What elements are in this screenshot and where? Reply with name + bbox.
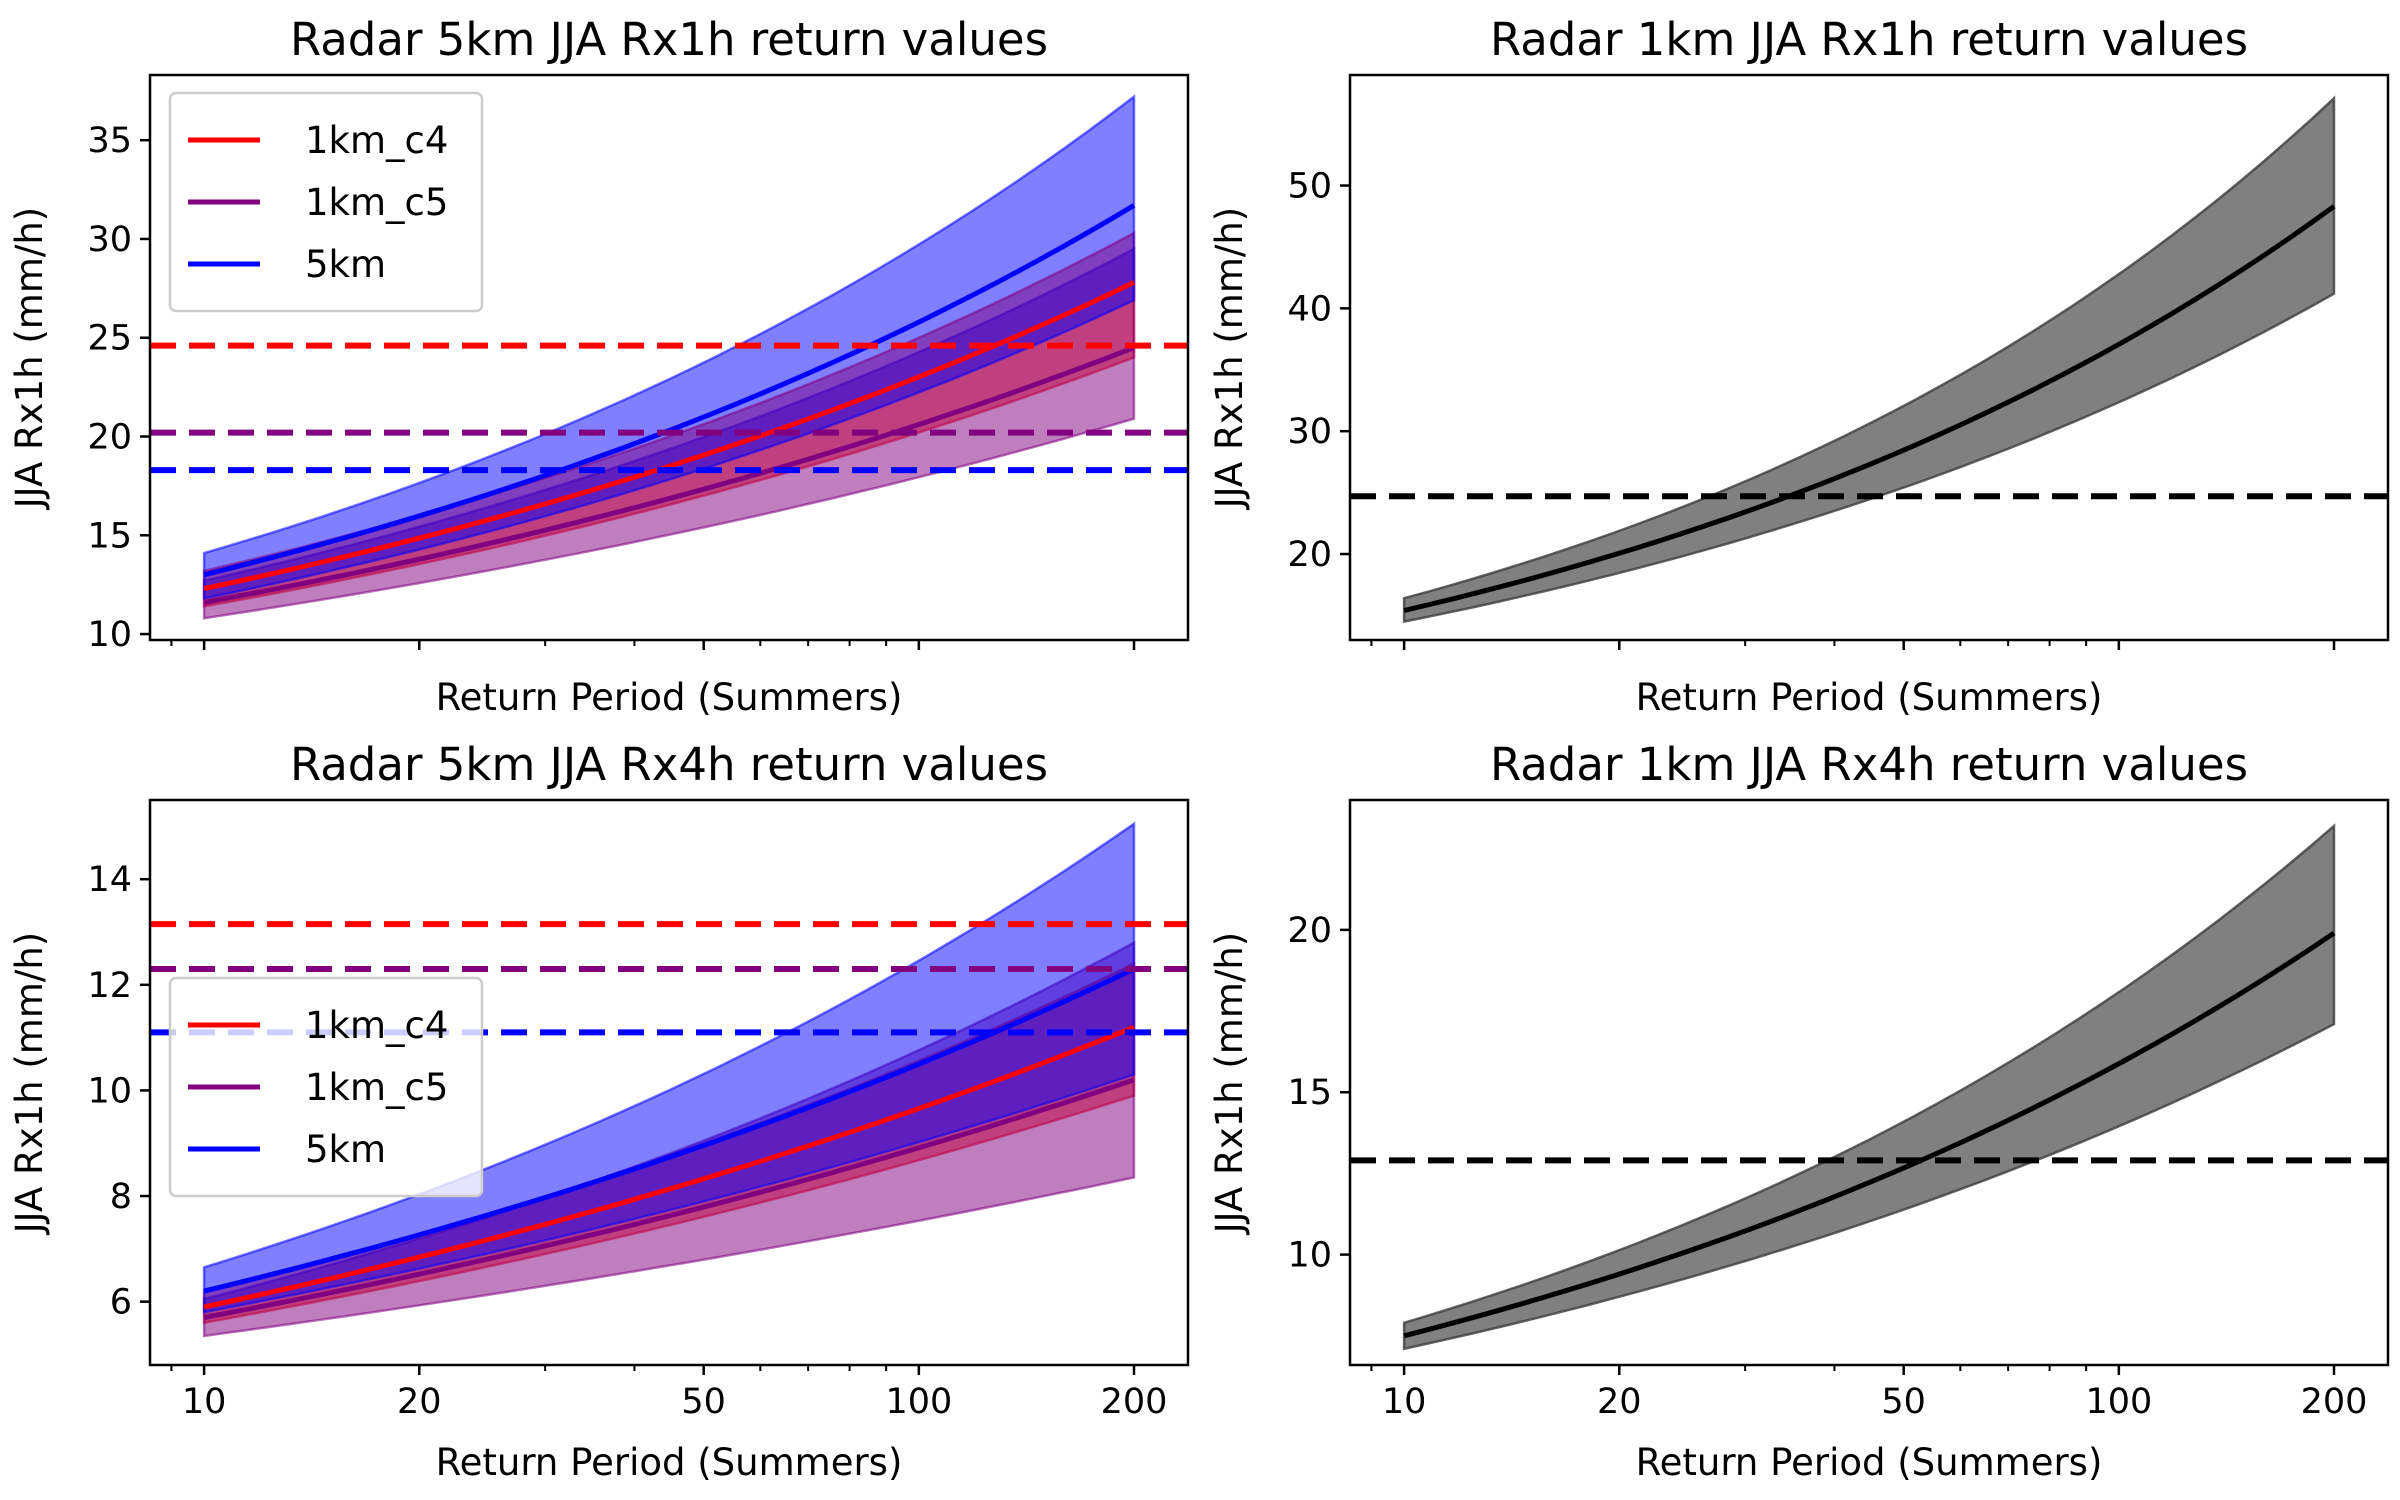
return-value-line-1km-c4 (203, 280, 1136, 592)
y-tick-label: 30 (87, 220, 132, 260)
y-tick-label: 8 (110, 1177, 132, 1217)
legend-label: 1km_c5 (305, 1066, 448, 1109)
y-axis-label: JJA Rx1h (mm/h) (8, 207, 51, 510)
chart-title: Radar 5km JJA Rx1h return values (290, 13, 1048, 66)
legend-label: 1km_c4 (305, 1004, 448, 1047)
x-tick-label: 20 (397, 1382, 442, 1422)
chart-title: Radar 1km JJA Rx1h return values (1490, 13, 2248, 66)
y-tick-label: 10 (87, 615, 132, 655)
confidence-band-series (1402, 823, 2336, 1351)
return-value-line-5km (203, 966, 1136, 1294)
y-tick-label: 30 (1287, 412, 1332, 452)
legend: 1km_c4 1km_c5 5km (168, 976, 484, 1198)
plot-area (150, 94, 1188, 620)
legend-box (168, 91, 484, 313)
x-axis-label: Return Period (Summers) (1636, 676, 2103, 719)
axes-frame (148, 798, 1190, 1367)
y-tick-label: 10 (1287, 1236, 1332, 1276)
chart-title: Radar 5km JJA Rx4h return values (290, 738, 1048, 791)
x-tick-label: 100 (885, 1382, 952, 1422)
y-tick-label: 20 (1287, 535, 1332, 575)
legend-label: 1km_c4 (305, 119, 448, 162)
return-value-line-series (1403, 204, 2336, 613)
legend-label: 5km (305, 243, 386, 286)
x-tick-label: 200 (2301, 1382, 2368, 1422)
x-tick-label: 50 (1881, 1382, 1926, 1422)
axes-frame (1348, 798, 2390, 1367)
x-axis-label: Return Period (Summers) (436, 676, 903, 719)
y-tick-label: 20 (87, 418, 132, 458)
x-tick-label: 50 (681, 1382, 726, 1422)
return-value-line-series (1403, 931, 2336, 1339)
y-tick-label: 25 (87, 319, 132, 359)
return-value-line-1km-c5 (203, 1077, 1135, 1320)
legend-label: 5km (305, 1128, 386, 1171)
plot-area (1350, 823, 2388, 1351)
y-tick-label: 10 (87, 1071, 132, 1111)
y-tick-label: 40 (1287, 289, 1332, 329)
x-tick-label: 10 (182, 1382, 227, 1422)
axes-frame (1348, 73, 2390, 642)
legend-label: 1km_c5 (305, 181, 448, 224)
axes-frame (148, 73, 1190, 642)
confidence-band-series (1402, 95, 2336, 624)
y-tick-label: 14 (87, 860, 132, 900)
panel-4: 10 15 20 10 20 50 100 200 Radar 1km JJA Rx4h ret… (1208, 738, 2390, 1484)
panel-1: 10 15 20 25 30 35 Radar 5km JJA Rx1h return va… (8, 13, 1190, 719)
chart-title: Radar 1km JJA Rx4h return values (1490, 738, 2248, 791)
y-tick-label: 20 (1287, 911, 1332, 951)
x-axis-label: Return Period (Summers) (1636, 1441, 2103, 1484)
y-tick-label: 15 (1287, 1073, 1332, 1113)
legend-box (168, 976, 484, 1198)
return-value-line-1km-c4 (203, 1024, 1135, 1310)
panel-2: 20 30 40 50 Radar 1km JJA Rx1h return values… (1208, 13, 2390, 719)
x-tick-label: 100 (2085, 1382, 2152, 1422)
y-tick-label: 12 (87, 966, 132, 1006)
y-tick-label: 15 (87, 516, 132, 556)
return-value-line-1km-c5 (203, 345, 1135, 605)
y-axis-label: JJA Rx1h (mm/h) (1208, 207, 1251, 510)
y-tick-label: 6 (110, 1283, 132, 1323)
y-tick-label: 35 (87, 121, 132, 161)
x-axis-label: Return Period (Summers) (436, 1441, 903, 1484)
y-tick-label: 50 (1287, 167, 1332, 207)
legend: 1km_c4 1km_c5 5km (168, 91, 484, 313)
plot-area (1350, 95, 2388, 624)
y-axis-label: JJA Rx1h (mm/h) (8, 932, 51, 1235)
panel-3: 6 8 10 12 14 10 20 50 100 200 Radar 5km JJA Rx4h r… (8, 738, 1190, 1484)
y-axis-label: JJA Rx1h (mm/h) (1208, 932, 1251, 1235)
x-tick-label: 10 (1382, 1382, 1427, 1422)
x-tick-label: 20 (1597, 1382, 1642, 1422)
x-tick-label: 200 (1101, 1382, 1168, 1422)
